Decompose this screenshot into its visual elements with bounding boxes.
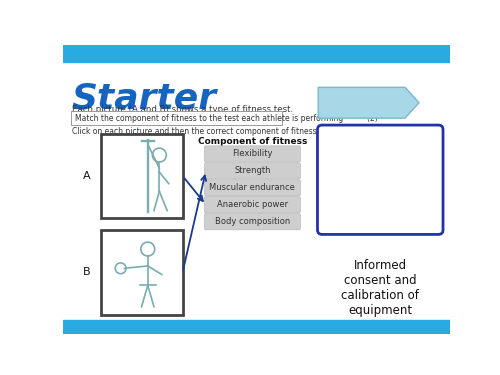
Text: Strength: Strength [234, 166, 270, 176]
FancyBboxPatch shape [318, 125, 443, 234]
FancyBboxPatch shape [204, 197, 300, 213]
Bar [101, 230, 182, 315]
Text: Muscular endurance: Muscular endurance [210, 183, 296, 192]
Bar [101, 134, 182, 218]
Text: Informed
consent and
calibration of
equipment: Informed consent and calibration of equi… [342, 259, 419, 317]
Text: Flexibility: Flexibility [232, 150, 272, 159]
Text: Anaerobic power: Anaerobic power [217, 200, 288, 209]
Text: Each picture (A and B) shows a type of fitness test.: Each picture (A and B) shows a type of f… [72, 105, 293, 114]
FancyBboxPatch shape [204, 180, 300, 196]
Bar [62, 320, 450, 334]
FancyBboxPatch shape [71, 111, 282, 125]
Bar [62, 45, 450, 62]
FancyBboxPatch shape [204, 214, 300, 230]
Text: Click on each picture and then the correct component of fitness.: Click on each picture and then the corre… [72, 127, 319, 136]
Text: Starter: Starter [72, 82, 217, 116]
FancyBboxPatch shape [204, 146, 300, 162]
Text: Body composition: Body composition [215, 217, 290, 226]
Text: What are the
two pre-test
procedures
called?
(2 marks): What are the two pre-test procedures cal… [342, 143, 419, 216]
FancyBboxPatch shape [204, 163, 300, 179]
Text: Component of fitness: Component of fitness [198, 137, 307, 146]
Polygon shape [318, 87, 419, 118]
Text: A: A [83, 171, 90, 181]
Text: Match the component of fitness to the test each athlete is performing          (: Match the component of fitness to the te… [75, 114, 378, 123]
Text: HoT – Explain
why: HoT – Explain why [320, 92, 404, 114]
Text: B: B [83, 267, 90, 277]
